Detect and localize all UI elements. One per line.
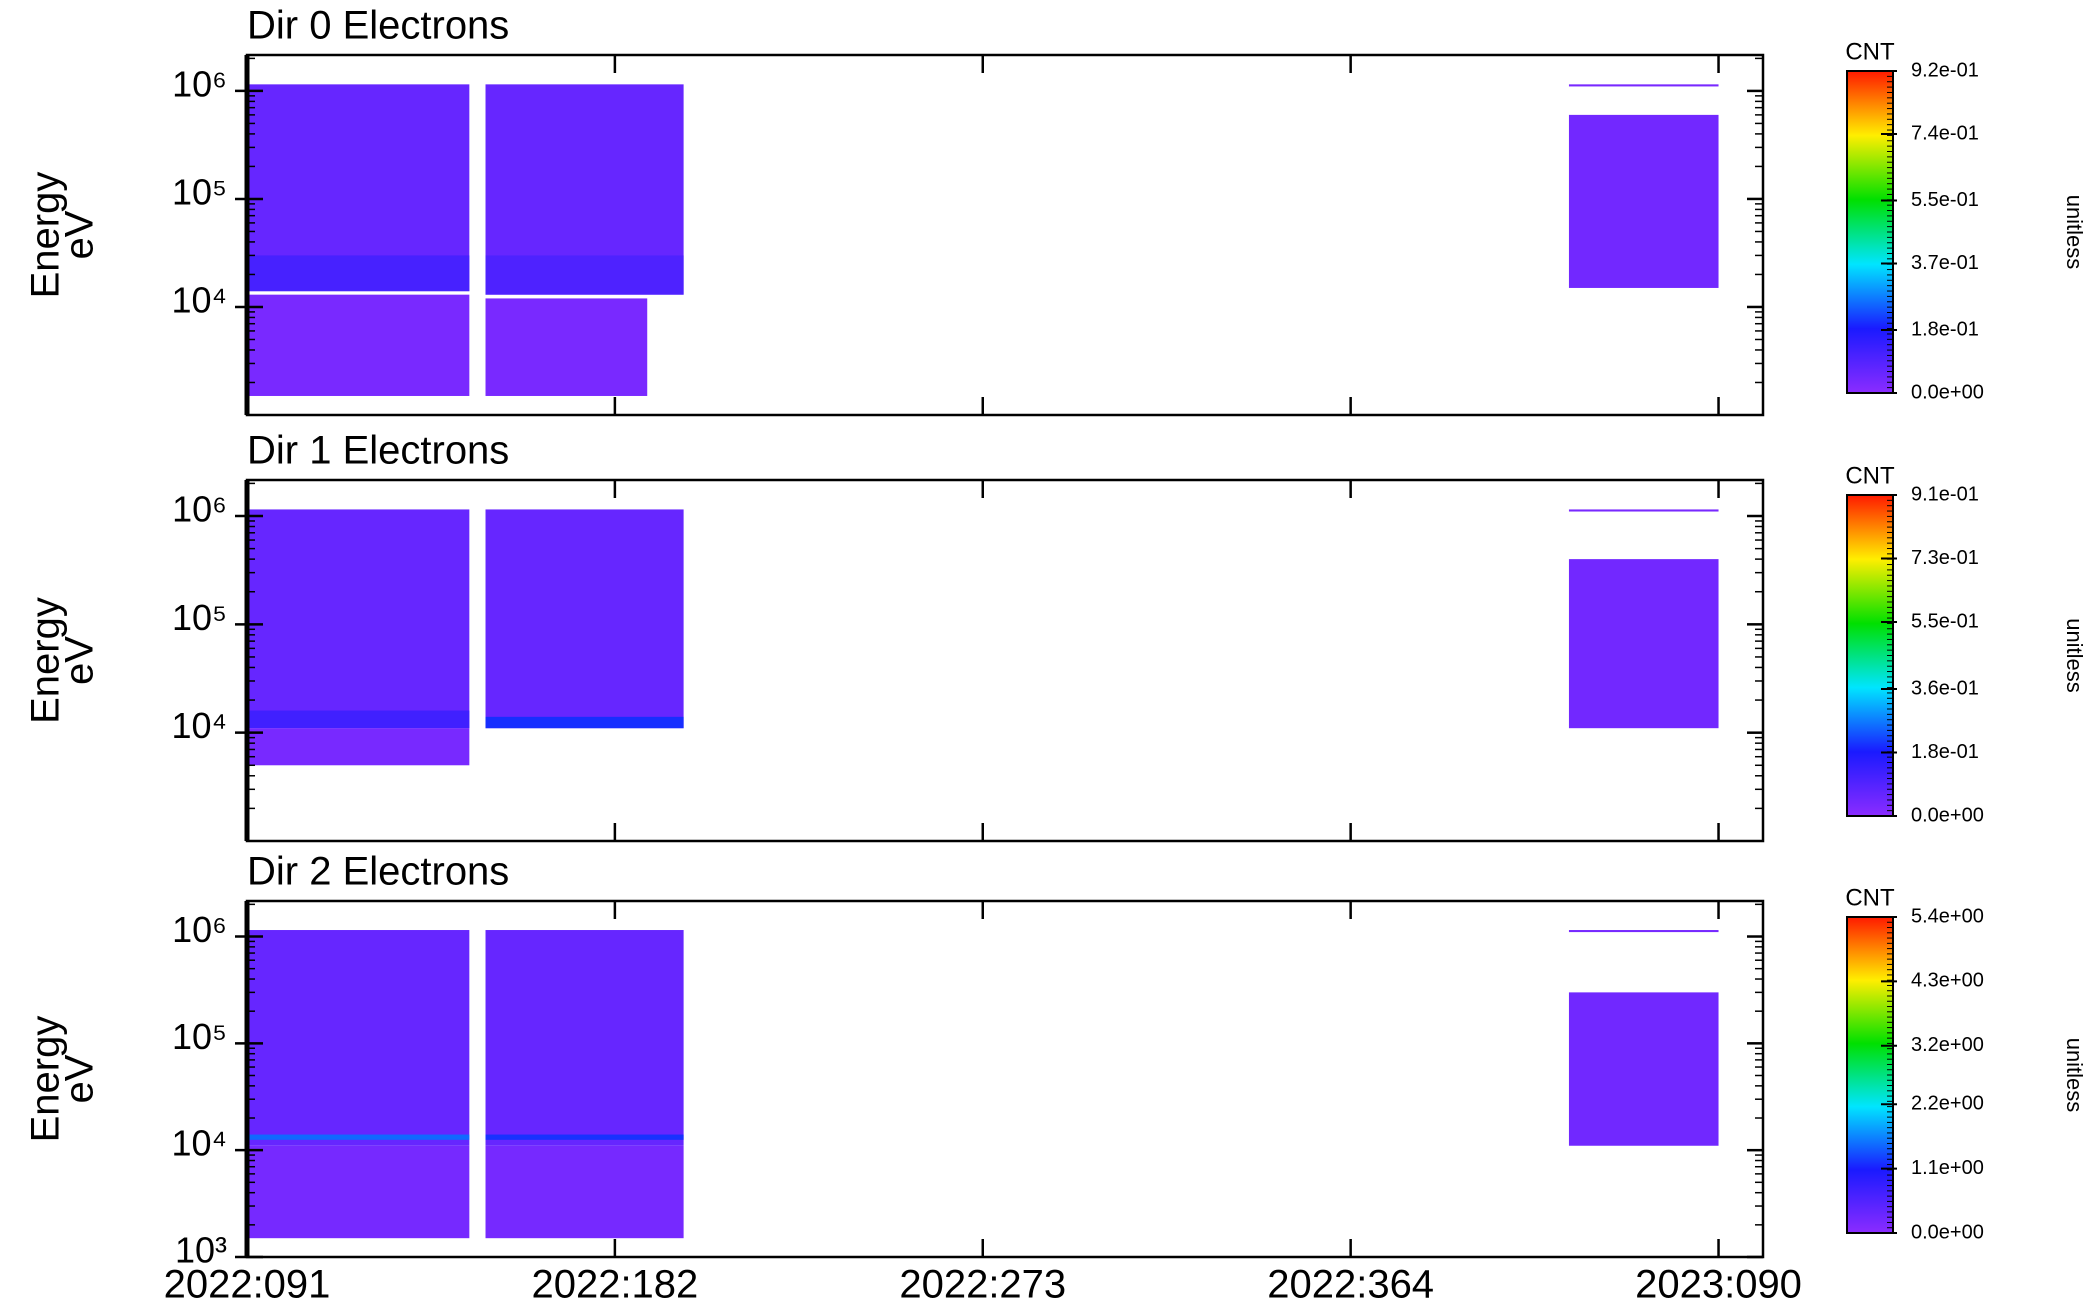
heatmap-cell: [485, 1145, 684, 1239]
heatmap-cell: [247, 930, 470, 1146]
heatmap-cell: [1568, 992, 1719, 1146]
colorbar-tick-label: 7.4e-01: [1911, 122, 1979, 144]
colorbar-label: CNT: [1845, 38, 1895, 65]
colorbar-tick-label: 5.5e-01: [1911, 189, 1979, 211]
colorbar: [1846, 70, 1894, 394]
x-tick-label: 2023:090: [1635, 1263, 1802, 1307]
y-axis-label: eV: [58, 636, 102, 685]
plot-frame: [245, 53, 1765, 417]
x-tick-label: 2022:364: [1267, 1263, 1434, 1307]
y-tick-label: 10³: [175, 1230, 227, 1271]
colorbar-unit: unitless: [2062, 1038, 2087, 1113]
heatmap-cell: [247, 1145, 470, 1239]
heatmap-cell: [247, 728, 470, 766]
colorbar-tick-label: 5.5e-01: [1911, 610, 1979, 632]
colorbar-tick-label: 1.1e+00: [1911, 1157, 1984, 1179]
heatmap-cell: [485, 716, 684, 729]
colorbar-unit: unitless: [2062, 618, 2087, 693]
heatmap-cell: [485, 509, 684, 729]
colorbar-tick-label: 5.4e+00: [1911, 905, 1984, 927]
heatmap-cell: [247, 710, 470, 729]
plot-frame: [245, 899, 1765, 1259]
heatmap-cell: [1568, 930, 1719, 933]
colorbar-tick-label: 9.2e-01: [1911, 59, 1979, 81]
y-tick-label: 10⁴: [171, 1123, 227, 1164]
colorbar-tick-label: 3.2e+00: [1911, 1034, 1984, 1056]
y-tick-label: 10⁶: [172, 489, 227, 530]
heatmap-cell: [485, 255, 684, 295]
y-tick-label: 10⁶: [172, 63, 227, 104]
y-tick-label: 10⁵: [172, 597, 227, 638]
colorbar-tick-label: 3.6e-01: [1911, 677, 1979, 699]
colorbar: [1846, 494, 1894, 817]
y-tick-label: 10⁵: [172, 171, 227, 212]
colorbar-tick-label: 0.0e+00: [1911, 1221, 1984, 1243]
heatmap-cell: [1568, 509, 1719, 512]
y-axis-label: Energy: [24, 172, 68, 299]
x-tick-label: 2022:273: [899, 1263, 1066, 1307]
heatmap-cell: [1568, 559, 1719, 729]
colorbar-tick-label: 1.8e-01: [1911, 741, 1979, 763]
y-tick-label: 10⁵: [172, 1016, 227, 1057]
colorbar: [1846, 916, 1894, 1234]
y-axis-label: Energy: [24, 1016, 68, 1143]
colorbar-tick-label: 9.1e-01: [1911, 483, 1979, 505]
colorbar-label: CNT: [1845, 884, 1895, 911]
y-tick-label: 10⁴: [171, 279, 227, 320]
y-tick-label: 10⁴: [171, 705, 227, 746]
heatmap-cell: [247, 255, 470, 292]
colorbar-tick-label: 2.2e+00: [1911, 1093, 1984, 1115]
heatmap-cell: [247, 1134, 470, 1140]
x-tick-label: 2022:091: [164, 1263, 331, 1307]
colorbar-tick-label: 0.0e+00: [1911, 381, 1984, 403]
colorbar-unit: unitless: [2062, 195, 2087, 270]
colorbar-tick-label: 1.8e-01: [1911, 318, 1979, 340]
colorbar-tick-label: 7.3e-01: [1911, 547, 1979, 569]
heatmap-cell: [247, 509, 470, 729]
y-axis-label: Energy: [24, 597, 68, 724]
y-tick-label: 10⁶: [172, 909, 227, 950]
plot-frame: [245, 478, 1765, 843]
heatmap-cell: [1568, 114, 1719, 288]
colorbar-tick-label: 0.0e+00: [1911, 804, 1984, 826]
panel-title: Dir 1 Electrons: [247, 429, 509, 473]
heatmap-cell: [247, 294, 470, 396]
colorbar-tick-label: 3.7e-01: [1911, 252, 1979, 274]
y-axis-label: eV: [58, 1054, 102, 1103]
colorbar-label: CNT: [1845, 462, 1895, 489]
heatmap-cell: [1568, 84, 1719, 87]
panel-title: Dir 2 Electrons: [247, 850, 509, 894]
y-axis-label: eV: [58, 210, 102, 259]
heatmap-cell: [485, 1134, 684, 1140]
colorbar-tick-label: 4.3e+00: [1911, 970, 1984, 992]
panel-title: Dir 0 Electrons: [247, 4, 509, 48]
heatmap-cell: [485, 298, 648, 396]
x-tick-label: 2022:182: [531, 1263, 698, 1307]
heatmap-cell: [485, 930, 684, 1146]
